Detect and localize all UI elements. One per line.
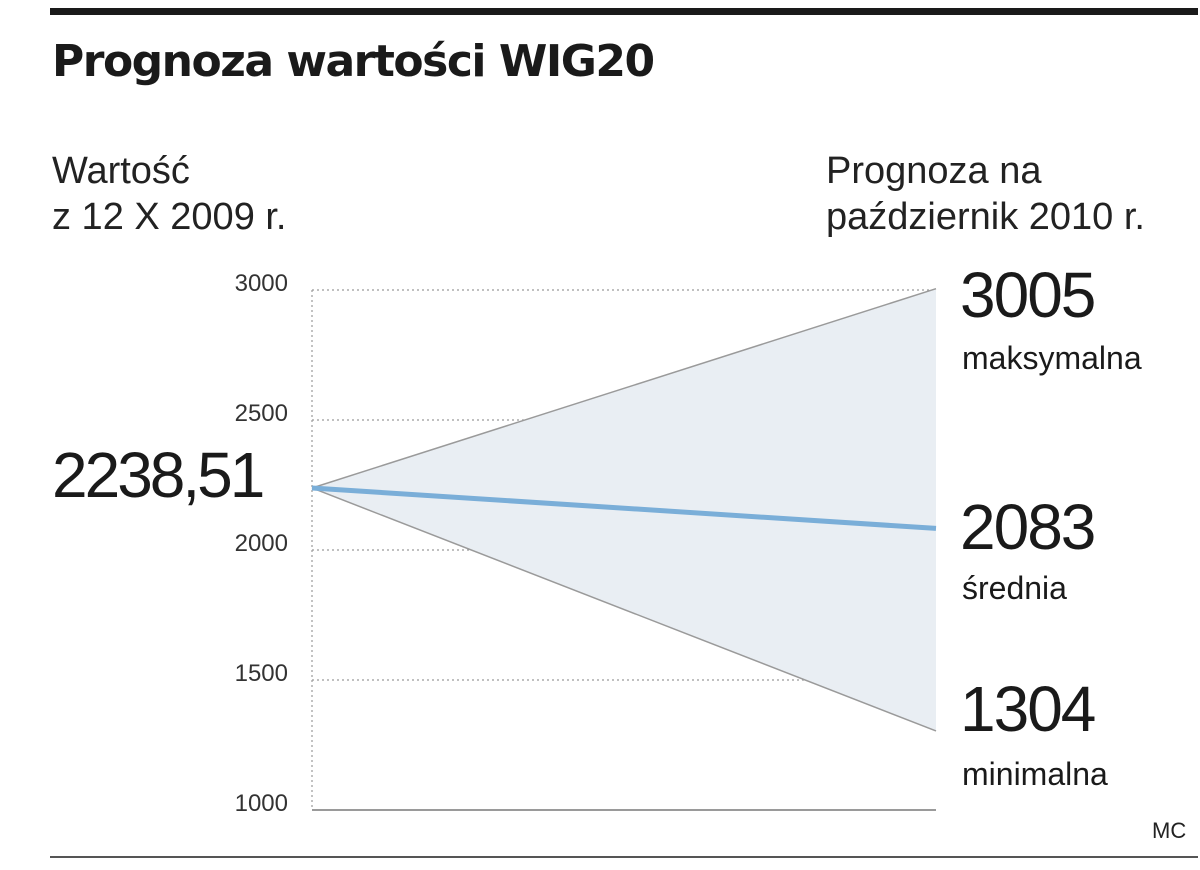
max-forecast-line <box>311 287 937 489</box>
bottom-rule <box>50 856 1198 858</box>
average-forecast-line <box>311 485 937 531</box>
max-series-label: maksymalna <box>962 340 1142 376</box>
min-series-label: minimalna <box>962 756 1108 792</box>
forecast-caption-line-2: październik 2010 r. <box>826 196 1145 238</box>
average-series-label: średnia <box>962 570 1067 606</box>
min-forecast-line <box>311 487 937 732</box>
forecast-caption-line-1: Prognoza na <box>826 150 1042 192</box>
y-tick-3000: 3000 <box>234 270 288 297</box>
start-value-label: 2238,51 <box>52 439 265 511</box>
average-value-label: 2083 <box>960 491 1096 563</box>
source-credit: MC <box>1152 818 1187 843</box>
y-tick-1500: 1500 <box>234 660 288 687</box>
y-tick-1000: 1000 <box>234 790 288 817</box>
start-caption-line-2: z 12 X 2009 r. <box>52 196 287 238</box>
forecast-date-caption: Prognoza na październik 2010 r. <box>826 148 1145 240</box>
top-rule <box>50 8 1198 15</box>
y-tick-2000: 2000 <box>234 530 288 557</box>
max-value-label: 3005 <box>960 259 1096 331</box>
y-tick-2500: 2500 <box>234 400 288 427</box>
start-date-caption: Wartość z 12 X 2009 r. <box>52 148 287 240</box>
start-caption-line-1: Wartość <box>52 150 190 192</box>
min-value-label: 1304 <box>960 673 1096 745</box>
chart-title: Prognoza wartości WIG20 <box>52 36 655 87</box>
